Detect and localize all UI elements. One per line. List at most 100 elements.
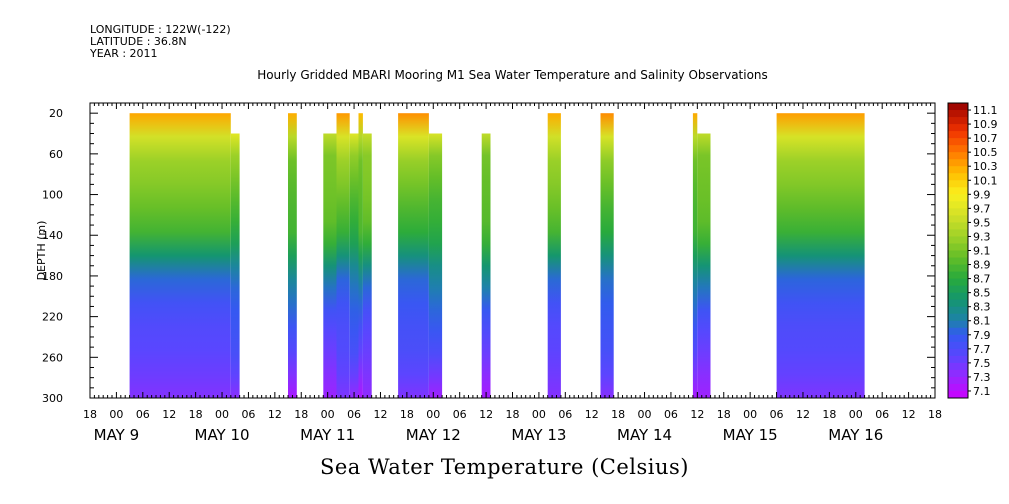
- x-tick-label: 00: [321, 408, 335, 421]
- colorbar-label: 7.9: [973, 329, 991, 342]
- data-segment: [428, 133, 443, 398]
- colorbar-swatch: [948, 110, 968, 118]
- x-tick-label: 18: [506, 408, 520, 421]
- x-tick-label: 18: [189, 408, 203, 421]
- colorbar-label: 7.1: [973, 385, 991, 398]
- x-tick-label: 00: [109, 408, 123, 421]
- colorbar-label: 9.7: [973, 202, 991, 215]
- colorbar-swatch: [948, 299, 968, 308]
- x-tick-label: 06: [558, 408, 572, 421]
- colorbar-swatch: [948, 264, 968, 273]
- colorbar-label: 10.7: [973, 132, 998, 145]
- colorbar-swatch: [948, 138, 968, 146]
- data-segment: [697, 133, 711, 398]
- x-tick-label: 18: [717, 408, 731, 421]
- y-tick-label: 20: [49, 107, 63, 120]
- colorbar-label: 7.3: [973, 371, 991, 384]
- data-segment: [362, 133, 372, 398]
- colorbar-label: 11.1: [973, 104, 998, 117]
- x-tick-label: 18: [822, 408, 836, 421]
- x-tick-label: 06: [453, 408, 467, 421]
- colorbar-swatch: [948, 320, 968, 329]
- x-tick-label: 06: [241, 408, 255, 421]
- latitude-label: LATITUDE : 36.8N: [90, 35, 187, 48]
- colorbar-swatch: [948, 369, 968, 378]
- x-tick-label: 06: [770, 408, 784, 421]
- colorbar-swatch: [948, 124, 968, 132]
- colorbar-swatch: [948, 271, 968, 280]
- x-tick-label: 18: [83, 408, 97, 421]
- data-segment: [547, 113, 561, 398]
- y-tick-label: 100: [42, 189, 63, 202]
- x-tick-label: 18: [928, 408, 942, 421]
- colorbar-title: Sea Water Temperature (Celsius): [319, 455, 689, 479]
- colorbar-label: 9.3: [973, 230, 991, 243]
- colorbar-label: 10.1: [973, 174, 998, 187]
- x-date-label: MAY 10: [195, 426, 250, 444]
- x-tick-label: 00: [638, 408, 652, 421]
- x-tick-label: 12: [690, 408, 704, 421]
- colorbar-swatch: [948, 355, 968, 364]
- y-tick-label: 60: [49, 148, 63, 161]
- x-tick-label: 12: [268, 408, 282, 421]
- colorbar-swatch: [948, 152, 968, 160]
- data-segment: [692, 113, 698, 398]
- colorbar-swatch: [948, 236, 968, 244]
- data-segment: [600, 113, 614, 398]
- chart-title: Hourly Gridded MBARI Mooring M1 Sea Wate…: [257, 68, 768, 82]
- colorbar-label: 10.5: [973, 146, 998, 159]
- x-tick-label: 00: [426, 408, 440, 421]
- y-tick-label: 220: [42, 311, 63, 324]
- colorbar-swatch: [948, 341, 968, 350]
- colorbar-swatch: [948, 278, 968, 287]
- colorbar-swatch: [948, 257, 968, 266]
- colorbar-swatch: [948, 159, 968, 167]
- colorbar-swatch: [948, 383, 968, 392]
- x-date-label: MAY 9: [94, 426, 140, 444]
- colorbar-label: 9.9: [973, 188, 991, 201]
- x-tick-label: 12: [162, 408, 176, 421]
- colorbar-swatch: [948, 194, 968, 202]
- colorbar-swatch: [948, 215, 968, 223]
- colorbar-swatch: [948, 348, 968, 357]
- x-tick-label: 12: [796, 408, 810, 421]
- colorbar-swatch: [948, 313, 968, 322]
- colorbar-label: 7.7: [973, 343, 991, 356]
- colorbar-label: 8.1: [973, 315, 991, 328]
- data-segment: [398, 113, 429, 398]
- colorbar: 11.110.910.710.510.310.19.99.79.59.39.18…: [947, 102, 998, 399]
- x-tick-label: 06: [664, 408, 678, 421]
- colorbar-label: 9.1: [973, 245, 991, 258]
- colorbar-label: 9.5: [973, 216, 991, 229]
- x-tick-label: 00: [532, 408, 546, 421]
- colorbar-swatch: [948, 292, 968, 301]
- x-tick-label: 06: [875, 408, 889, 421]
- plot-area: [90, 103, 935, 398]
- colorbar-swatch: [948, 103, 968, 111]
- x-date-label: MAY 16: [828, 426, 883, 444]
- data-segment: [129, 113, 231, 398]
- data-segment: [336, 113, 350, 398]
- colorbar-label: 8.3: [973, 301, 991, 314]
- x-tick-label: 00: [743, 408, 757, 421]
- x-tick-label: 06: [347, 408, 361, 421]
- data-segment: [349, 133, 359, 398]
- colorbar-label: 8.5: [973, 287, 991, 300]
- colorbar-swatch: [948, 187, 968, 195]
- x-tick-label: 06: [136, 408, 150, 421]
- colorbar-swatch: [948, 390, 968, 399]
- colorbar-swatch: [948, 229, 968, 237]
- colorbar-swatch: [948, 334, 968, 343]
- y-axis-label: DEPTH (m): [35, 221, 48, 281]
- colorbar-swatch: [948, 327, 968, 336]
- colorbar-swatch: [948, 285, 968, 294]
- x-tick-label: 00: [215, 408, 229, 421]
- y-tick-label: 180: [42, 270, 63, 283]
- x-date-label: MAY 11: [300, 426, 355, 444]
- x-tick-label: 18: [611, 408, 625, 421]
- x-date-label: MAY 14: [617, 426, 672, 444]
- colorbar-swatch: [948, 201, 968, 209]
- x-tick-label: 18: [294, 408, 308, 421]
- colorbar-label: 8.9: [973, 259, 991, 272]
